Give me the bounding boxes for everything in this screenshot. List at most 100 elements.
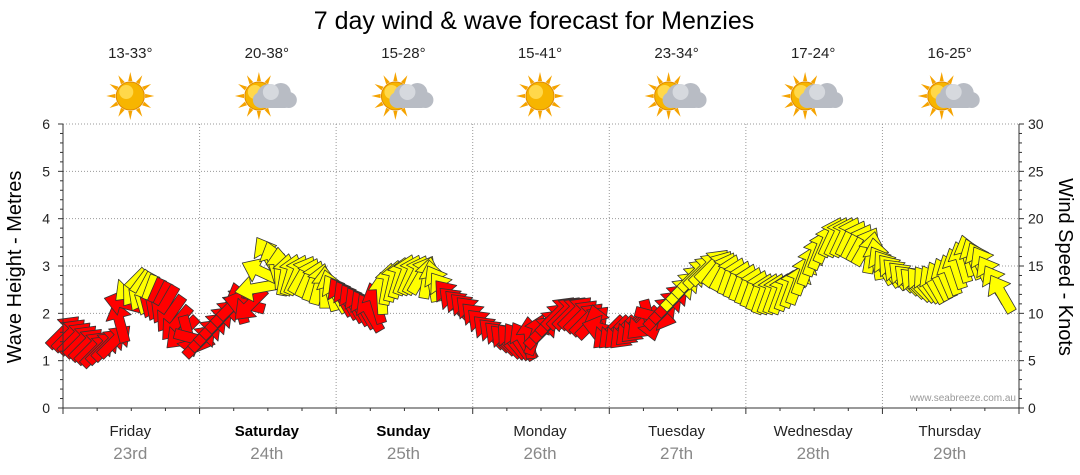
- sun-ray: [256, 110, 261, 120]
- sun-ray: [793, 75, 800, 85]
- sun-ray: [545, 75, 552, 85]
- sun-ray: [656, 75, 663, 85]
- right-tick-label: 5: [1028, 353, 1036, 369]
- sun-ray: [647, 101, 657, 108]
- left-tick-label: 0: [42, 400, 50, 416]
- day-date: 27th: [660, 444, 693, 463]
- sun-ray: [401, 75, 408, 85]
- wind-arrows: [44, 217, 1017, 370]
- left-tick-label: 1: [42, 353, 50, 369]
- cloud-highlight: [945, 84, 962, 100]
- left-axis-label: Wave Height - Metres: [4, 171, 26, 364]
- day-name: Friday: [109, 423, 151, 440]
- plot-axes: 0 1 2 3 4 5 6 0 5 10 15 20 25 30: [42, 116, 1044, 416]
- cloud-shape: [935, 83, 980, 108]
- sun-ray: [537, 72, 543, 82]
- cloud-highlight: [672, 84, 689, 100]
- sun-ray: [246, 75, 254, 85]
- sun-ray: [109, 84, 119, 91]
- cloud-highlight: [399, 84, 416, 100]
- temp-range: 23-34°: [654, 45, 698, 62]
- day-labels: Friday 23rd Saturday 24th Sunday 25th Monday 26…: [109, 423, 981, 463]
- sun-ray: [246, 107, 254, 117]
- sun-ray: [393, 110, 398, 120]
- sun-ray: [537, 110, 543, 120]
- day-name: Sunday: [376, 423, 431, 440]
- day-name: Wednesday: [774, 423, 853, 440]
- temp-range: 15-28°: [381, 45, 425, 62]
- credit-text: www.seabreeze.com.au: [909, 393, 1016, 404]
- right-tick-label: 15: [1028, 258, 1044, 274]
- sun-ray: [810, 75, 818, 85]
- day-name: Tuesday: [648, 423, 705, 440]
- cloud-shape: [252, 83, 297, 108]
- sun-ray: [803, 72, 808, 82]
- cloud-shape: [389, 83, 434, 108]
- sun-ray: [238, 101, 247, 108]
- right-tick-label: 10: [1028, 305, 1044, 321]
- sun-ray: [803, 110, 808, 120]
- partly-cloudy-icon: [644, 72, 707, 120]
- sun-ray: [545, 107, 552, 117]
- temp-range: 16-25°: [928, 45, 972, 62]
- sun-ray: [256, 72, 261, 82]
- sun-ray: [947, 75, 954, 85]
- sun-ray: [393, 72, 398, 82]
- sun-ray: [401, 107, 408, 117]
- left-tick-label: 2: [42, 305, 50, 321]
- day-name: Saturday: [235, 423, 300, 440]
- sun-ray: [109, 101, 119, 108]
- partly-cloudy-icon: [917, 72, 980, 120]
- sun-ray: [118, 107, 125, 117]
- sun-ray: [939, 110, 944, 120]
- temp-range: 13-33°: [108, 45, 152, 62]
- sun-ray: [554, 93, 564, 99]
- sun-ray: [674, 75, 681, 85]
- day-date: 23rd: [113, 444, 147, 463]
- sun-ray: [647, 84, 657, 91]
- cloud-base: [941, 96, 974, 108]
- sun-ray: [383, 75, 390, 85]
- temp-range: 17-24°: [791, 45, 835, 62]
- partly-cloudy-icon: [234, 72, 297, 120]
- partly-cloudy-icon: [371, 72, 434, 120]
- wind-arrow: [987, 274, 1017, 315]
- sun-ray: [383, 107, 390, 117]
- right-tick-label: 25: [1028, 163, 1044, 179]
- sun-ray: [516, 93, 526, 99]
- sun-ray: [656, 107, 663, 117]
- sun-ray: [528, 107, 535, 117]
- sun-ray: [781, 93, 791, 99]
- temp-range: 20-38°: [245, 45, 289, 62]
- sun-highlight: [529, 85, 543, 99]
- cloud-shape: [799, 83, 844, 108]
- sunny-icon: [516, 72, 564, 120]
- left-tick-label: 3: [42, 258, 50, 274]
- day-name: Thursday: [918, 423, 981, 440]
- sun-ray: [810, 107, 818, 117]
- left-tick-label: 4: [42, 211, 50, 227]
- sun-ray: [135, 107, 143, 117]
- sun-ray: [666, 72, 671, 82]
- cloud-base: [805, 96, 838, 108]
- sun-ray: [374, 101, 384, 108]
- sun-ray: [145, 93, 155, 99]
- sun-ray: [920, 101, 930, 108]
- sun-highlight: [119, 85, 134, 99]
- sun-ray: [128, 110, 133, 120]
- right-axis-label: Wind Speed - Knots: [1054, 178, 1076, 356]
- sun-ray: [551, 101, 561, 108]
- sun-ray: [528, 75, 535, 85]
- sun-ray: [264, 75, 271, 85]
- sun-ray: [644, 93, 654, 99]
- sun-ray: [118, 75, 125, 85]
- sun-ray: [519, 101, 529, 108]
- wind-arrow: [105, 301, 132, 344]
- day-name: Monday: [513, 423, 567, 440]
- sun-ray: [929, 75, 937, 85]
- weather-header: 13-33° 20-38° 15-28° 15-41° 23-34° 17-24° 16-2…: [106, 45, 980, 120]
- sun-ray: [784, 84, 794, 91]
- day-date: 28th: [797, 444, 830, 463]
- sun-ray: [128, 72, 133, 82]
- cloud-highlight: [809, 84, 826, 100]
